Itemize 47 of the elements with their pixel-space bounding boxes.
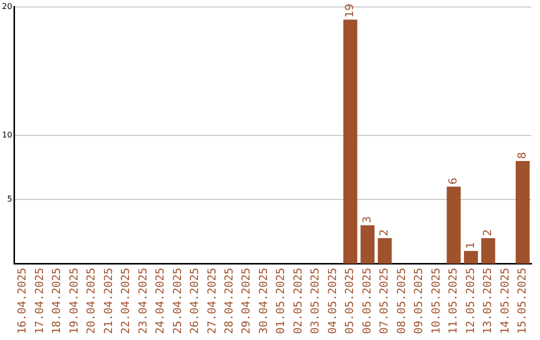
bar [446,186,461,264]
x-tick-label: 21.04.2025 [102,268,115,334]
data-label: 8 [516,152,529,159]
data-label: 6 [446,178,460,185]
bar [343,20,358,264]
x-tick-label: 22.04.2025 [119,268,132,334]
x-tick-label: 16.04.2025 [16,268,29,334]
x-tick-label: 06.05.2025 [360,268,374,334]
bar [378,238,392,264]
x-tick-label: 27.04.2025 [205,268,218,334]
x-tick-label: 12.05.2025 [464,268,477,334]
x-tick-label: 17.04.2025 [32,268,46,334]
y-tick-label: 20 [2,2,12,11]
x-tick-label: 08.05.2025 [394,268,408,334]
x-tick-label: 09.05.2025 [412,268,426,334]
bar [516,160,530,264]
x-tick-label: 29.04.2025 [240,268,253,334]
data-label: 2 [481,229,494,236]
bar [464,250,478,264]
bar [481,238,496,264]
x-tick-label: 26.04.2025 [188,268,202,334]
x-tick-label: 20.04.2025 [84,268,98,334]
y-tick-label: 10 [2,130,12,140]
x-tick-label: 18.04.2025 [50,268,64,334]
x-tick-label: 13.05.2025 [481,268,494,334]
x-tick-label: 11.05.2025 [446,268,460,334]
x-tick-label: 02.05.2025 [291,268,304,334]
x-tick-label: 15.05.2025 [516,268,529,334]
x-tick-label: 24.04.2025 [154,268,167,334]
data-label: 19 [343,4,356,18]
x-tick-label: 14.05.2025 [498,268,512,334]
x-tick-label: 01.05.2025 [274,268,288,334]
data-label: 2 [378,229,391,236]
data-label: 3 [360,216,374,224]
bar [360,225,375,264]
x-tick-label: 19.04.2025 [67,268,80,334]
x-tick-label: 04.05.2025 [326,268,339,334]
x-tick-label: 30.04.2025 [256,268,270,334]
x-tick-label: 23.04.2025 [136,268,150,334]
x-tick-label: 05.05.2025 [343,268,356,334]
x-tick-label: 10.05.2025 [429,268,442,334]
x-tick-label: 03.05.2025 [308,268,322,334]
x-tick-label: 07.05.2025 [378,268,391,334]
x-tick-label: 25.04.2025 [170,268,184,334]
data-label: 1 [464,242,477,249]
y-tick-label: 5 [7,194,12,204]
x-tick-label: 28.04.2025 [222,268,236,334]
